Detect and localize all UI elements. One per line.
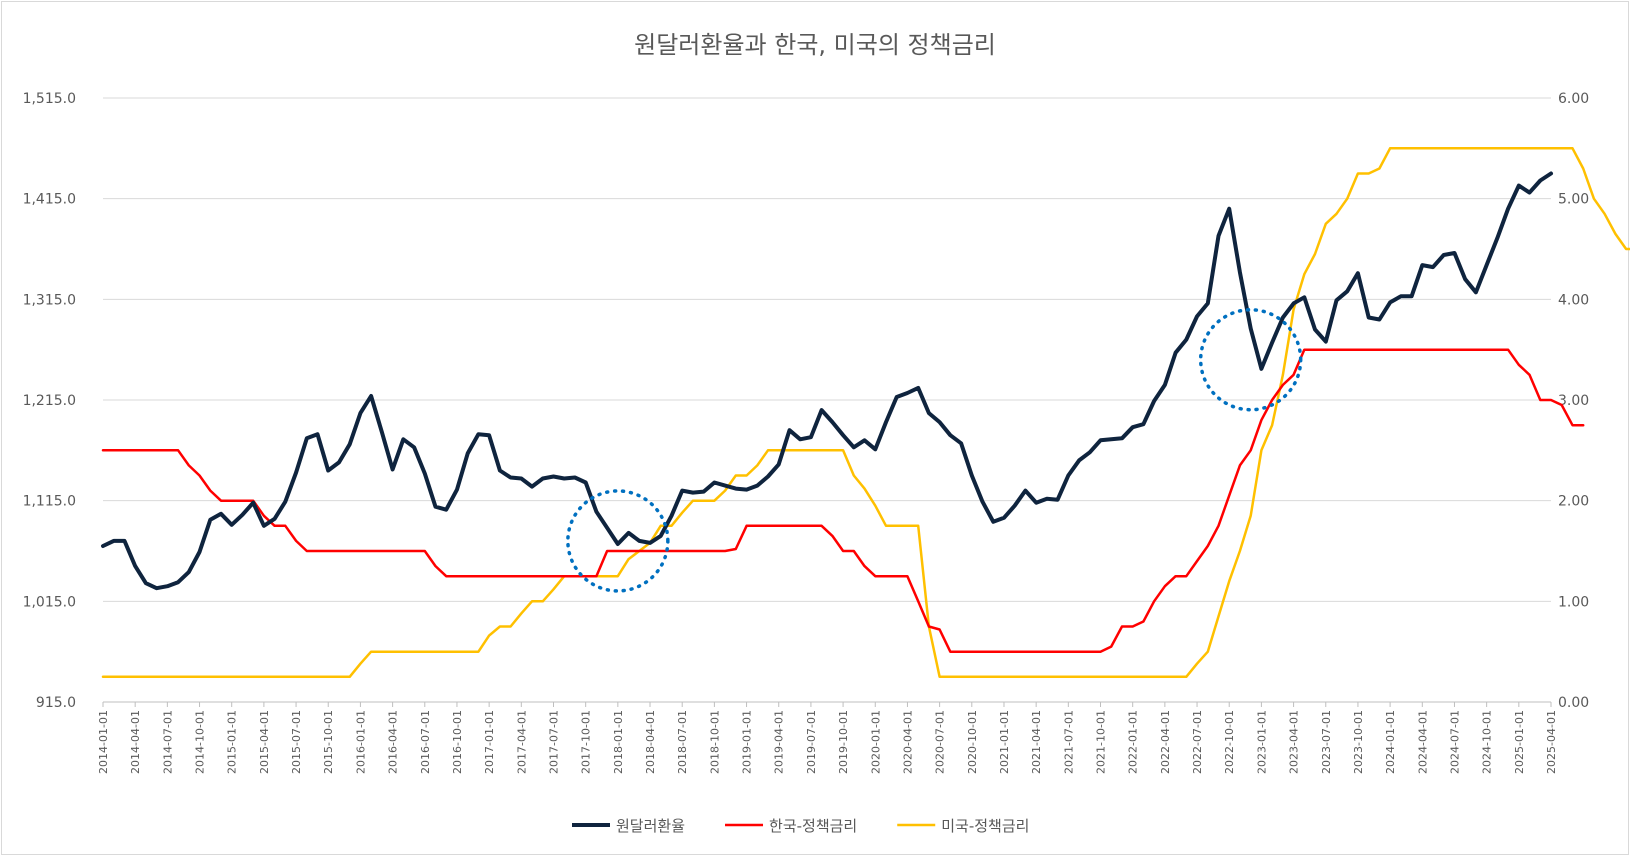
x-tick-label: 2017-10-01	[580, 710, 593, 774]
x-tick-label: 2017-04-01	[515, 710, 528, 774]
x-tick-label: 2021-10-01	[1095, 710, 1108, 774]
y-right-tick-label: 2.00	[1558, 494, 1589, 510]
x-tick-label: 2015-10-01	[322, 710, 335, 774]
x-tick-label: 2019-04-01	[773, 710, 786, 774]
gridlines	[103, 97, 1551, 703]
x-tick-label: 2024-07-01	[1448, 710, 1461, 774]
annotation-circle-1	[1198, 307, 1303, 412]
x-tick-label: 2018-07-01	[676, 710, 689, 774]
series-line-1	[101, 348, 1585, 653]
series-line-0	[101, 171, 1553, 591]
annotations	[566, 307, 1303, 593]
legend-label-0: 원달러환율	[616, 817, 685, 835]
y-right-tick-label: 4.00	[1558, 292, 1589, 308]
legend-label-1: 한국-정책금리	[769, 817, 857, 835]
x-tick-label: 2016-10-01	[451, 710, 464, 774]
series-lines	[101, 147, 1630, 679]
x-tick-label: 2016-07-01	[419, 710, 432, 774]
x-tick-label: 2024-04-01	[1416, 710, 1429, 774]
x-tick-label: 2023-10-01	[1352, 710, 1365, 774]
y-right-tick-label: 0.00	[1558, 695, 1589, 711]
x-tick-label: 2025-04-01	[1545, 710, 1558, 774]
x-tick-label: 2018-04-01	[644, 710, 657, 774]
y-right-tick-label: 6.00	[1558, 91, 1589, 107]
x-tick-label: 2015-01-01	[226, 710, 239, 774]
x-tick-label: 2022-01-01	[1127, 710, 1140, 774]
x-tick-label: 2018-10-01	[708, 710, 721, 774]
chart-title: 원달러환율과 한국, 미국의 정책금리	[634, 31, 996, 59]
x-tick-label: 2020-04-01	[901, 710, 914, 774]
x-tick-label: 2021-04-01	[1030, 710, 1043, 774]
x-tick-label: 2016-01-01	[354, 710, 367, 774]
x-tick-label: 2022-10-01	[1223, 710, 1236, 774]
legend-label-2: 미국-정책금리	[941, 817, 1029, 835]
y-left-tick-label: 1,215.0	[23, 393, 76, 409]
x-tick-label: 2014-01-01	[97, 710, 110, 774]
x-tick-label: 2023-04-01	[1288, 710, 1301, 774]
x-tick-label: 2023-01-01	[1255, 710, 1268, 774]
x-tick-label: 2022-07-01	[1191, 710, 1204, 774]
x-tick-label: 2024-01-01	[1384, 710, 1397, 774]
y-left-tick-label: 1,515.0	[23, 91, 76, 107]
x-tick-label: 2021-01-01	[998, 710, 1011, 774]
x-tick-label: 2025-01-01	[1513, 710, 1526, 774]
x-tick-label: 2016-04-01	[387, 710, 400, 774]
x-tick-label: 2015-04-01	[258, 710, 271, 774]
x-tick-label: 2017-01-01	[483, 710, 496, 774]
x-tick-label: 2019-10-01	[837, 710, 850, 774]
y-left-tick-label: 1,415.0	[23, 192, 76, 208]
y-left-tick-label: 1,315.0	[23, 292, 76, 308]
x-tick-label: 2014-04-01	[129, 710, 142, 774]
x-tick-label: 2019-01-01	[741, 710, 754, 774]
annotation-circle-0	[566, 489, 670, 593]
x-tick-label: 2020-01-01	[869, 710, 882, 774]
x-tick-label: 2015-07-01	[290, 710, 303, 774]
x-tick-label: 2017-07-01	[547, 710, 560, 774]
y-right-tick-label: 1.00	[1558, 594, 1589, 610]
x-tick-label: 2021-07-01	[1062, 710, 1075, 774]
y-right-tick-label: 5.00	[1558, 192, 1589, 208]
y-left-tick-label: 1,015.0	[23, 594, 76, 610]
x-tick-label: 2023-07-01	[1320, 710, 1333, 774]
x-tick-label: 2020-07-01	[934, 710, 947, 774]
x-tick-label: 2024-10-01	[1481, 710, 1494, 774]
axes: 915.0 1,015.0 1,115.0 1,215.0 1,315.0 1,415.0…	[23, 91, 1590, 774]
x-tick-label: 2014-10-01	[194, 710, 207, 774]
x-tick-label: 2014-07-01	[161, 710, 174, 774]
series-line-2	[101, 147, 1630, 679]
x-tick-label: 2019-07-01	[805, 710, 818, 774]
y-left-tick-label: 915.0	[36, 695, 76, 711]
legend: 원달러환율 한국-정책금리 미국-정책금리	[572, 817, 1029, 835]
y-right-tick-label: 3.00	[1558, 393, 1589, 409]
x-tick-label: 2018-01-01	[612, 710, 625, 774]
y-left-tick-label: 1,115.0	[23, 494, 76, 510]
x-tick-label: 2022-04-01	[1159, 710, 1172, 774]
x-tick-label: 2020-10-01	[966, 710, 979, 774]
